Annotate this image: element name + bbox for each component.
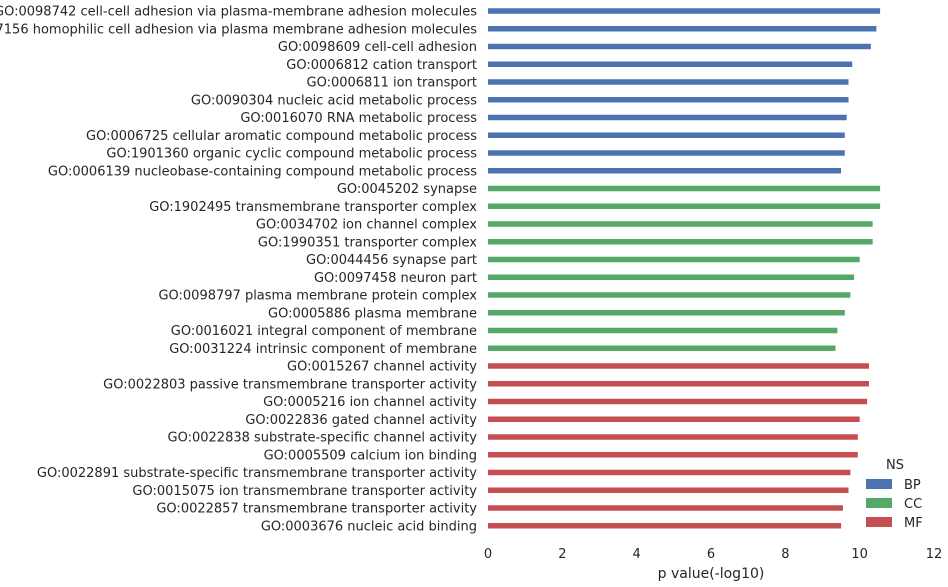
legend-swatch-bp	[866, 479, 892, 489]
category-label: GO:0006725 cellular aromatic compound me…	[86, 129, 477, 144]
category-label: GO:0015267 channel activity	[287, 360, 477, 375]
bar-17	[488, 310, 845, 316]
bar-13	[488, 239, 873, 245]
category-label: GO:0016070 RNA metabolic process	[240, 111, 477, 126]
legend-label-mf: MF	[904, 516, 923, 531]
category-label: GO:0005886 plasma membrane	[268, 306, 477, 321]
category-label: GO:0006812 cation transport	[286, 58, 477, 73]
bar-7	[488, 132, 845, 138]
bar-0	[488, 8, 881, 14]
bar-18	[488, 327, 838, 334]
category-label: GO:1990351 transporter complex	[258, 235, 477, 250]
category-label: GO:0098742 cell-cell adhesion via plasma…	[0, 5, 477, 20]
bar-10	[488, 185, 881, 192]
bar-27	[488, 487, 849, 493]
bar-29	[488, 523, 842, 529]
category-label: GO:0022838 substrate-specific channel ac…	[168, 431, 478, 446]
bar-5	[488, 97, 849, 103]
bar-20	[488, 363, 869, 369]
x-tick-label: 6	[707, 547, 715, 562]
bar-24	[488, 434, 858, 440]
x-tick-label: 12	[926, 547, 943, 562]
bar-19	[488, 345, 836, 351]
bar-9	[488, 168, 842, 174]
bar-23	[488, 416, 860, 422]
bar-3	[488, 61, 853, 67]
category-labels: GO:0098742 cell-cell adhesion via plasma…	[0, 5, 477, 535]
category-label: GO:0022803 passive transmembrane transpo…	[103, 377, 477, 392]
bar-25	[488, 452, 858, 458]
bar-21	[488, 381, 869, 387]
bar-22	[488, 398, 868, 405]
category-label: GO:0098609 cell-cell adhesion	[278, 40, 477, 55]
category-label: GO:0003676 nucleic acid binding	[261, 519, 477, 534]
bars-layer	[488, 8, 881, 529]
legend-label-cc: CC	[904, 497, 922, 512]
x-axis-ticks: 0 2 4 6 8 10 12	[484, 547, 942, 562]
bar-15	[488, 274, 855, 280]
category-label: GO:0034702 ion channel complex	[256, 218, 477, 233]
bar-16	[488, 292, 851, 298]
legend-swatch-mf	[866, 517, 892, 527]
category-label: GO:0007156 homophilic cell adhesion via …	[0, 22, 477, 37]
category-label: GO:0045202 synapse	[337, 182, 477, 197]
legend-swatch-cc	[866, 498, 892, 508]
x-tick-label: 10	[851, 547, 868, 562]
x-tick-label: 0	[484, 547, 492, 562]
legend-label-bp: BP	[904, 478, 921, 493]
bar-8	[488, 150, 845, 156]
category-label: GO:1902495 transmembrane transporter com…	[149, 200, 477, 215]
x-tick-label: 4	[633, 547, 641, 562]
bar-14	[488, 256, 860, 263]
bar-1	[488, 26, 877, 32]
x-tick-label: 8	[781, 547, 789, 562]
legend-items: BP CC MF	[866, 478, 923, 531]
legend-title: NS	[886, 458, 904, 473]
category-label: GO:0022857 transmembrane transporter act…	[156, 502, 477, 517]
category-label: GO:0016021 integral component of membran…	[171, 324, 477, 339]
bar-26	[488, 469, 851, 476]
category-label: GO:0022836 gated channel activity	[245, 413, 477, 428]
category-label: GO:0031224 intrinsic component of membra…	[169, 342, 477, 357]
x-tick-label: 2	[558, 547, 566, 562]
category-label: GO:1901360 organic cyclic compound metab…	[106, 147, 477, 162]
category-label: GO:0005509 calcium ion binding	[264, 448, 477, 463]
category-label: GO:0006811 ion transport	[307, 76, 478, 91]
category-label: GO:0098797 plasma membrane protein compl…	[158, 289, 477, 304]
bar-11	[488, 203, 881, 209]
bar-6	[488, 114, 847, 121]
category-label: GO:0044456 synapse part	[306, 253, 477, 268]
bar-28	[488, 505, 843, 511]
bar-12	[488, 221, 873, 227]
category-label: GO:0015075 ion transmembrane transporter…	[132, 484, 477, 499]
category-label: GO:0005216 ion channel activity	[263, 395, 477, 410]
bar-2	[488, 43, 871, 50]
x-axis-title: p value(-log10)	[658, 566, 765, 582]
category-label: GO:0090304 nucleic acid metabolic proces…	[191, 93, 477, 108]
legend: NS BP CC MF	[866, 458, 923, 531]
bar-4	[488, 79, 849, 85]
category-label: GO:0097458 neuron part	[314, 271, 477, 286]
category-label: GO:0022891 substrate-specific transmembr…	[37, 466, 477, 481]
category-label: GO:0006139 nucleobase-containing compoun…	[48, 164, 477, 179]
